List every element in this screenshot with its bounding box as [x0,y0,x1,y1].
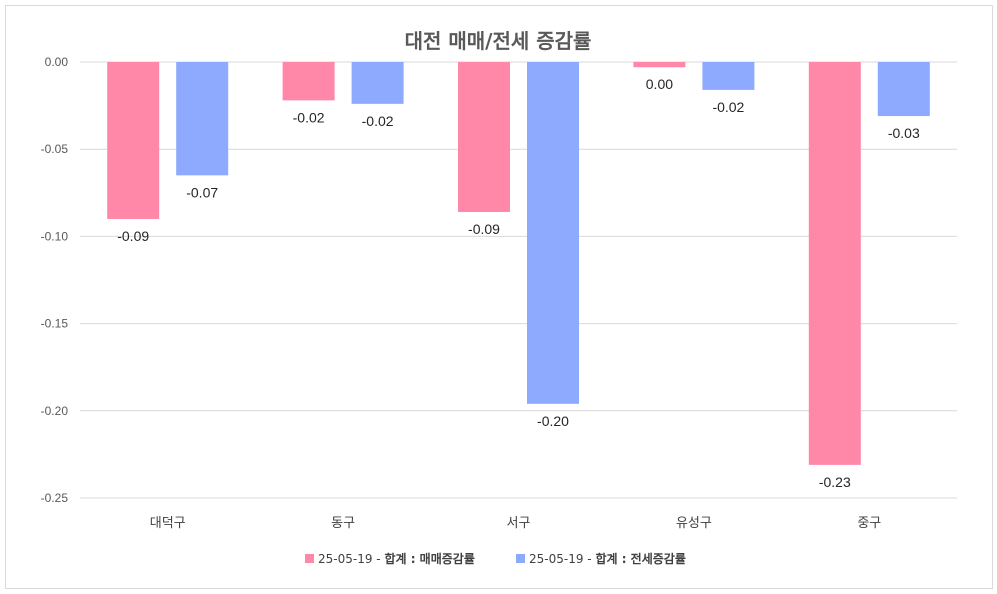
y-tick-label: -0.15 [41,317,69,331]
x-category-label: 유성구 [676,516,712,531]
bar-sale [107,62,160,219]
bar-sale [633,62,686,68]
x-category-label: 서구 [507,516,531,531]
y-axis: 0.00 -0.05 -0.10 -0.15 -0.20 -0.25 [41,55,69,505]
legend-label-suffix: : 매매증감률 [407,551,475,566]
data-label: -0.09 [117,228,149,244]
chart-title: 대전 매매/전세 증감률 [405,29,592,53]
bars: -0.09 -0.07 -0.02 -0.02 -0.09 -0.20 0.00 -0.02 -… [107,62,930,490]
bar-jeonse [877,62,930,117]
y-tick-label: -0.20 [41,404,69,418]
data-label: 0.00 [646,76,673,92]
legend-label-bold: 합계 [384,551,406,566]
legend-label-suffix: : 전세증감률 [618,551,686,566]
legend-label: 25-05-19 - 합계 : 전세증감률 [529,551,686,566]
data-label: -0.20 [537,413,569,429]
legend-swatch [516,554,525,563]
bar-sale [282,62,335,101]
y-tick-label: -0.10 [41,229,69,243]
data-label: -0.09 [468,221,500,237]
legend-swatch [305,554,314,563]
data-label: -0.23 [819,474,851,490]
bar-jeonse [702,62,755,90]
data-label: -0.03 [888,125,920,141]
legend-label: 25-05-19 - 합계 : 매매증감률 [318,551,475,566]
bar-sale [808,62,861,465]
legend-label-prefix: 25-05-19 - [318,552,384,566]
y-tick-label: -0.05 [41,142,69,156]
bar-jeonse [527,62,579,404]
data-label: -0.07 [186,184,218,200]
x-category-label: 동구 [331,516,355,531]
data-label: -0.02 [362,113,394,129]
x-category-label: 중구 [857,516,881,531]
legend: 25-05-19 - 합계 : 매매증감률 25-05-19 - 합계 : 전세증… [305,551,686,566]
data-label: -0.02 [712,99,744,115]
y-tick-label: -0.25 [41,491,69,505]
x-category-label: 대덕구 [150,516,186,531]
legend-label-bold: 합계 [595,551,617,566]
data-label: -0.02 [293,109,325,125]
bar-jeonse [351,62,404,104]
x-axis: 대덕구 동구 서구 유성구 중구 [150,516,882,531]
y-tick-label: 0.00 [45,55,69,69]
legend-label-prefix: 25-05-19 - [529,552,595,566]
bar-jeonse [176,62,229,176]
bar-sale [458,62,510,212]
